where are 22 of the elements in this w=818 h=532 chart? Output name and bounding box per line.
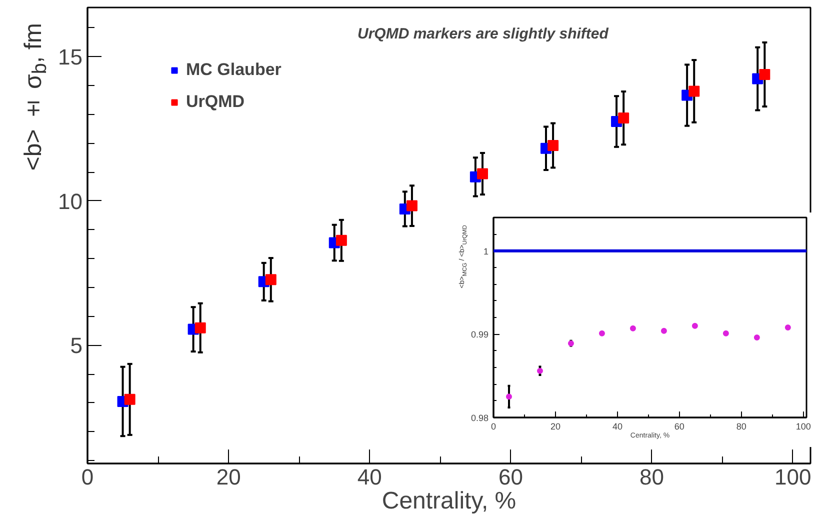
- x-tick-label: 80: [736, 422, 746, 432]
- x-tick-label: 80: [640, 464, 664, 490]
- x-tick-label: 100: [774, 464, 812, 490]
- y-tick-label: 10: [58, 188, 83, 214]
- x-tick-label: 20: [550, 422, 560, 432]
- annotation: UrQMD markers are slightly shifted: [358, 26, 610, 42]
- y-tick-label: 0.99: [470, 330, 489, 340]
- y-tick-label: 5: [70, 333, 83, 358]
- x-tick-label: 40: [612, 422, 622, 432]
- x-tick-label: 0: [81, 464, 94, 490]
- x-tick-label: 0: [490, 422, 496, 432]
- x-tick-label: 100: [796, 422, 811, 432]
- legend-label: MC Glauber: [186, 60, 282, 80]
- legend-label: UrQMD: [186, 92, 245, 112]
- y-tick-label: 15: [58, 44, 83, 70]
- x-tick-label: 60: [498, 464, 523, 490]
- x-tick-label: 20: [216, 464, 241, 490]
- x-tick-label: 60: [674, 422, 684, 432]
- x-tick-label: 40: [357, 464, 382, 490]
- y-tick-label: 0.98: [470, 413, 489, 423]
- y-tick-label: 1: [483, 246, 489, 256]
- x-axis-title: Centrality, %: [382, 488, 516, 514]
